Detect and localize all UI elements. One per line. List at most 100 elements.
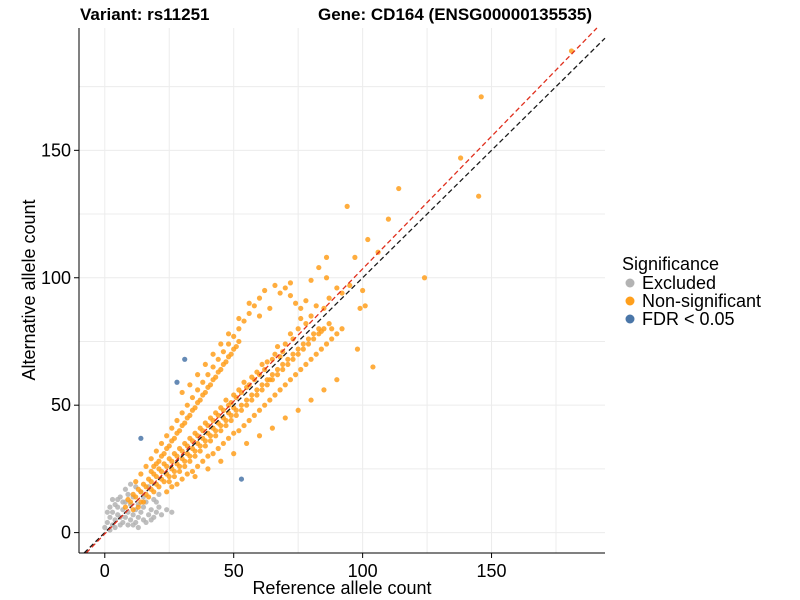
point-non-significant <box>282 285 288 291</box>
point-non-significant <box>295 326 301 332</box>
point-non-significant <box>195 440 201 447</box>
point-non-significant <box>174 481 180 487</box>
point-non-significant <box>280 366 286 373</box>
point-non-significant <box>264 377 270 383</box>
point-excluded <box>127 517 134 523</box>
point-excluded <box>104 519 110 526</box>
y-tick-label: 150 <box>41 140 71 160</box>
point-non-significant <box>308 397 314 403</box>
point-non-significant <box>305 336 312 342</box>
point-excluded <box>109 496 116 503</box>
point-non-significant <box>202 443 208 449</box>
point-non-significant <box>478 94 484 100</box>
point-non-significant <box>148 456 154 462</box>
point-non-significant <box>370 364 376 370</box>
point-non-significant <box>262 402 268 408</box>
point-non-significant <box>146 476 152 482</box>
point-non-significant <box>236 338 242 345</box>
point-non-significant <box>254 392 260 398</box>
point-non-significant <box>187 382 193 388</box>
point-non-significant <box>292 372 299 378</box>
point-non-significant <box>205 466 211 472</box>
x-tick-label: 0 <box>100 561 110 581</box>
point-non-significant <box>223 422 229 429</box>
point-non-significant <box>241 379 247 385</box>
point-non-significant <box>218 341 224 347</box>
point-excluded <box>158 512 165 518</box>
point-non-significant <box>362 303 368 309</box>
point-non-significant <box>269 372 275 378</box>
point-non-significant <box>287 377 294 383</box>
point-non-significant <box>140 481 147 487</box>
legend-entry-fdr: FDR < 0.05 <box>625 309 735 329</box>
point-non-significant <box>251 303 257 309</box>
point-non-significant <box>329 326 335 332</box>
point-non-significant <box>158 440 165 447</box>
point-non-significant <box>231 430 237 436</box>
point-fdr-0-05 <box>238 476 245 482</box>
point-non-significant <box>166 479 172 485</box>
point-non-significant <box>272 282 278 289</box>
point-non-significant <box>192 473 198 480</box>
point-non-significant <box>290 356 296 362</box>
point-excluded <box>164 507 170 513</box>
point-non-significant <box>197 397 203 403</box>
point-non-significant <box>164 433 170 439</box>
axis-ticks: 0 50 100 150 0 50 100 150 <box>41 140 507 581</box>
point-non-significant <box>352 254 358 260</box>
point-non-significant <box>135 504 141 510</box>
point-non-significant <box>267 305 273 311</box>
point-excluded <box>115 496 121 503</box>
point-non-significant <box>210 351 216 357</box>
point-non-significant <box>287 280 294 286</box>
point-non-significant <box>207 382 214 388</box>
point-non-significant <box>218 366 224 373</box>
point-non-significant <box>303 298 309 304</box>
point-non-significant <box>274 366 281 373</box>
legend-label-excluded: Excluded <box>642 273 716 293</box>
point-non-significant <box>182 440 188 447</box>
point-non-significant <box>298 305 304 311</box>
point-non-significant <box>179 410 185 416</box>
point-non-significant <box>218 405 224 411</box>
point-non-significant <box>233 343 239 350</box>
point-non-significant <box>231 392 237 398</box>
point-non-significant <box>329 336 335 342</box>
point-non-significant <box>176 428 183 434</box>
point-non-significant <box>326 321 332 327</box>
point-non-significant <box>218 458 224 464</box>
point-non-significant <box>334 285 340 291</box>
legend-entry-excluded: Excluded <box>625 273 716 293</box>
point-non-significant <box>321 326 327 332</box>
legend-entry-non-significant: Non-significant <box>625 291 761 311</box>
point-non-significant <box>254 369 260 375</box>
point-non-significant <box>313 351 319 357</box>
point-excluded <box>107 514 113 520</box>
point-excluded <box>143 519 149 526</box>
point-non-significant <box>220 349 226 355</box>
point-excluded <box>107 504 113 510</box>
point-non-significant <box>138 471 144 477</box>
point-excluded <box>109 509 116 515</box>
point-excluded <box>102 524 108 531</box>
point-excluded <box>151 496 157 503</box>
point-non-significant <box>225 331 232 337</box>
data-points <box>102 48 575 533</box>
point-non-significant <box>256 407 263 413</box>
point-non-significant <box>282 341 288 347</box>
point-non-significant <box>256 313 263 319</box>
point-non-significant <box>246 310 252 317</box>
point-non-significant <box>269 377 275 383</box>
point-excluded <box>112 524 118 531</box>
point-non-significant <box>396 185 402 192</box>
point-non-significant <box>339 326 345 332</box>
point-excluded <box>135 514 141 520</box>
point-non-significant <box>272 392 278 398</box>
point-non-significant <box>213 410 219 416</box>
point-non-significant <box>311 331 317 337</box>
legend-key-non-significant <box>625 296 635 306</box>
point-non-significant <box>151 463 157 469</box>
point-non-significant <box>195 387 201 393</box>
legend-key-fdr <box>625 314 635 324</box>
point-excluded <box>130 512 136 518</box>
